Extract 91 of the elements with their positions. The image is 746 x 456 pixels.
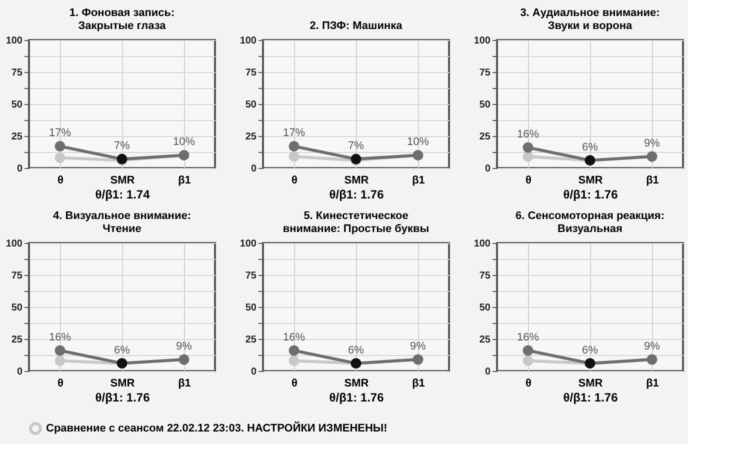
y-tick-label: 75 bbox=[479, 270, 491, 282]
y-tick-label: 25 bbox=[479, 132, 491, 142]
data-label: 6% bbox=[582, 141, 598, 154]
x-tick-label: SMR bbox=[110, 378, 135, 390]
data-label: 6% bbox=[114, 344, 130, 356]
x-tick-label: SMR bbox=[578, 378, 603, 390]
point bbox=[288, 345, 300, 356]
x-tick-label: β1 bbox=[178, 174, 191, 186]
chart-title: 6. Сенсомоторная реакция: Визуальная bbox=[515, 210, 665, 235]
y-tick-label: 100 bbox=[240, 36, 257, 46]
x-axis-title: θ/β1: 1.74 bbox=[95, 188, 150, 202]
data-label: 7% bbox=[348, 140, 364, 152]
x-axis-title: θ/β1: 1.76 bbox=[95, 390, 150, 404]
y-tick-label: 75 bbox=[11, 270, 23, 282]
data-label: 6% bbox=[582, 344, 598, 356]
y-tick-label: 25 bbox=[245, 334, 257, 346]
y-tick-label: 50 bbox=[479, 100, 491, 110]
y-tick-label: 75 bbox=[245, 68, 257, 78]
y-tick-label: 100 bbox=[240, 238, 257, 250]
data-label: 9% bbox=[644, 137, 660, 150]
x-tick-label: θ bbox=[58, 378, 64, 390]
data-label: 6% bbox=[348, 344, 364, 356]
x-axis-title: θ/β1: 1.76 bbox=[563, 188, 618, 202]
y-tick-label: 75 bbox=[11, 68, 23, 78]
x-axis-title: θ/β1: 1.76 bbox=[329, 188, 384, 202]
point bbox=[288, 141, 300, 152]
x-tick-label: β1 bbox=[412, 174, 425, 186]
point bbox=[54, 345, 66, 356]
x-tick-label: SMR bbox=[344, 378, 369, 390]
y-tick-label: 50 bbox=[245, 100, 257, 110]
x-tick-label: θ bbox=[58, 174, 64, 186]
x-tick-label: β1 bbox=[178, 378, 191, 390]
data-label: 10% bbox=[172, 136, 196, 148]
x-axis-title: θ/β1: 1.76 bbox=[563, 390, 618, 404]
x-tick-label: θ bbox=[526, 174, 532, 186]
point bbox=[522, 356, 534, 366]
x-axis-title: θ/β1: 1.76 bbox=[329, 390, 384, 404]
data-label: 16% bbox=[516, 128, 540, 141]
y-tick-label: 50 bbox=[245, 302, 257, 314]
y-tick-label: 75 bbox=[479, 68, 491, 78]
y-tick-label: 25 bbox=[479, 334, 491, 346]
y-tick-label: 100 bbox=[6, 36, 23, 46]
y-tick-label: 100 bbox=[474, 238, 491, 250]
chart-title: 4. Визуальное внимание: Чтение bbox=[53, 210, 191, 235]
data-label: 9% bbox=[410, 340, 426, 352]
y-tick-label: 25 bbox=[11, 132, 23, 142]
x-tick-label: β1 bbox=[646, 378, 659, 390]
data-label: 10% bbox=[406, 136, 430, 148]
chart-title: 2. ПЗФ: Машинка bbox=[310, 20, 404, 32]
y-tick-label: 100 bbox=[6, 238, 23, 250]
point bbox=[288, 356, 300, 366]
chart-title: 1. Фоновая запись: Закрытые глаза bbox=[69, 7, 175, 32]
x-tick-label: θ bbox=[292, 174, 298, 186]
data-label: 9% bbox=[644, 340, 660, 352]
legend-label: Сравнение с сеансом 22.02.12 23:03. НАСТРОЙКИ ИЗМЕНЕНЫ! bbox=[46, 422, 388, 434]
data-label: 16% bbox=[282, 332, 306, 344]
x-tick-label: β1 bbox=[412, 378, 425, 390]
point bbox=[54, 356, 66, 366]
chart-title: 3. Аудиальное внимание: Звуки и ворона bbox=[520, 7, 660, 32]
data-label: 17% bbox=[48, 127, 72, 140]
data-label: 9% bbox=[176, 340, 192, 352]
point bbox=[54, 141, 66, 152]
y-tick-label: 75 bbox=[245, 270, 257, 282]
x-tick-label: SMR bbox=[110, 174, 135, 186]
data-label: 16% bbox=[48, 332, 72, 344]
data-label: 17% bbox=[282, 127, 306, 140]
y-tick-label: 50 bbox=[479, 302, 491, 314]
chart-title: 5. Кинестетическое внимание: Простые буквы bbox=[282, 210, 430, 235]
point bbox=[522, 345, 534, 356]
x-tick-label: β1 bbox=[646, 174, 659, 186]
x-tick-label: θ bbox=[526, 378, 532, 390]
x-tick-label: θ bbox=[292, 378, 298, 390]
y-tick-label: 50 bbox=[11, 302, 23, 314]
point bbox=[54, 152, 66, 163]
y-tick-label: 0 bbox=[484, 366, 491, 378]
y-tick-label: 100 bbox=[474, 36, 491, 46]
point bbox=[522, 151, 534, 162]
y-tick-label: 0 bbox=[16, 164, 23, 174]
data-label: 7% bbox=[114, 140, 130, 152]
y-tick-label: 0 bbox=[250, 164, 257, 174]
point bbox=[522, 142, 534, 153]
y-tick-label: 0 bbox=[16, 366, 23, 378]
x-tick-label: SMR bbox=[578, 174, 603, 186]
y-tick-label: 0 bbox=[484, 164, 491, 174]
y-tick-label: 50 bbox=[11, 100, 23, 110]
y-tick-label: 0 bbox=[250, 366, 257, 378]
data-label: 16% bbox=[516, 332, 540, 344]
y-tick-label: 25 bbox=[11, 334, 23, 346]
x-tick-label: SMR bbox=[344, 174, 369, 186]
point bbox=[288, 151, 300, 162]
y-tick-label: 25 bbox=[245, 132, 257, 142]
